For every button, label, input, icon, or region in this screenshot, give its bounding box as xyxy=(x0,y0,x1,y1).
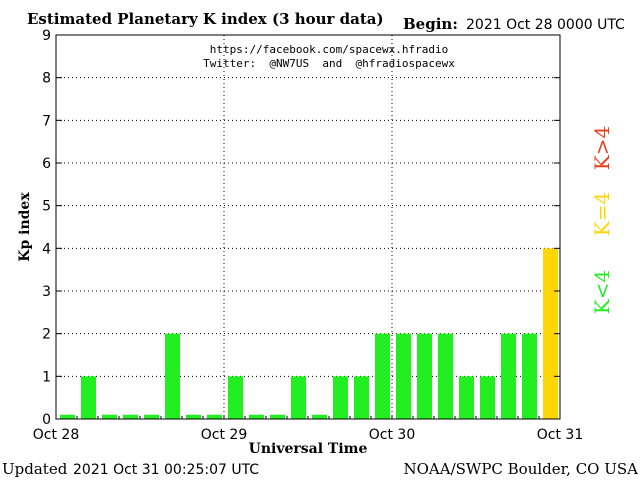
y-tick-label: 4 xyxy=(42,241,51,257)
grid-lines xyxy=(56,35,560,419)
y-tick-label: 0 xyxy=(42,412,51,428)
kp-bar xyxy=(501,333,516,419)
kp-bar xyxy=(270,414,285,419)
credit-twitter: Twitter: @NW7US and @hfradiospacewx xyxy=(203,57,455,70)
y-tick-label: 7 xyxy=(42,113,51,129)
y-tick-labels: 0 1 2 3 4 5 6 7 8 9 xyxy=(42,28,51,428)
y-tick-label: 9 xyxy=(42,28,51,44)
y-axis-title: Kp index xyxy=(17,192,33,262)
kp-bar xyxy=(207,414,222,419)
kp-bar xyxy=(123,414,138,419)
y-tick-label: 1 xyxy=(42,369,51,385)
kp-bar xyxy=(396,333,411,419)
y-tick-label: 5 xyxy=(42,199,51,215)
kp-bar xyxy=(81,376,96,419)
credit-facebook: https://facebook.com/spacewx.hfradio xyxy=(210,43,448,56)
kp-bar xyxy=(522,333,537,419)
kp-bar xyxy=(60,414,75,419)
begin-value: 2021 Oct 28 0000 UTC xyxy=(466,17,625,33)
kp-bar xyxy=(291,376,306,419)
kp-bar xyxy=(102,414,117,419)
updated-value: 2021 Oct 31 00:25:07 UTC xyxy=(73,462,259,478)
plot-area xyxy=(56,35,560,419)
kp-bar xyxy=(165,333,180,419)
x-tick-label: Oct 30 xyxy=(369,427,415,443)
legend-k-greater-4: K>4 xyxy=(590,126,614,170)
y-tick-label: 8 xyxy=(42,71,51,87)
kp-bar xyxy=(354,376,369,419)
legend-k-equal-4: K=4 xyxy=(590,192,614,236)
kp-bar xyxy=(333,376,348,419)
y-tick-label: 6 xyxy=(42,156,51,172)
kp-bar xyxy=(438,333,453,419)
kp-bar xyxy=(228,376,243,419)
x-tick-labels: Oct 28 Oct 29 Oct 30 Oct 31 xyxy=(33,427,583,443)
kp-bar xyxy=(144,414,159,419)
kp-bar xyxy=(186,414,201,419)
kp-bar xyxy=(375,333,390,419)
tick-marks xyxy=(55,34,561,420)
y-tick-label: 2 xyxy=(42,327,51,343)
begin-label: Begin: xyxy=(403,15,458,33)
kp-bar xyxy=(312,414,327,419)
kp-bar xyxy=(459,376,474,419)
x-tick-label: Oct 28 xyxy=(33,427,79,443)
y-tick-label: 3 xyxy=(42,284,51,300)
legend-k-less-4: K<4 xyxy=(590,270,614,314)
kp-bar xyxy=(417,333,432,419)
x-axis-title: Universal Time xyxy=(249,441,368,457)
source-credit: NOAA/SWPC Boulder, CO USA xyxy=(403,460,638,478)
chart-title: Estimated Planetary K index (3 hour data… xyxy=(27,10,384,28)
x-tick-label: Oct 29 xyxy=(201,427,247,443)
updated-label: Updated xyxy=(2,460,68,478)
kp-bar xyxy=(480,376,495,419)
x-tick-label: Oct 31 xyxy=(537,427,583,443)
kp-bar xyxy=(249,414,264,419)
